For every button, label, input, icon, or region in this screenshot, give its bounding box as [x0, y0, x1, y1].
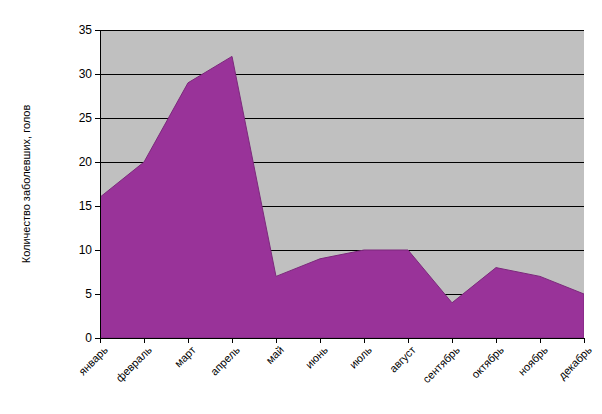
x-tick-label: декабрь: [556, 343, 594, 381]
series-group: [100, 56, 584, 338]
grid: [100, 30, 584, 338]
x-tick: февраль: [113, 338, 154, 384]
chart-root: 0 5 10 15 20 25 30 35 январьфевраль март апрель май…: [0, 0, 602, 414]
x-tick-mark: [100, 338, 101, 343]
y-tick-label: 10: [79, 243, 93, 257]
x-axis-line: [101, 338, 585, 339]
x-tick-label: июль: [347, 343, 374, 370]
y-tick-label: 35: [79, 23, 93, 37]
x-tick-mark: [144, 338, 145, 343]
x-tick-label: январь: [76, 343, 110, 377]
x-tick: ноябрь: [516, 338, 550, 378]
y-tick-mark: [95, 250, 100, 251]
y-tick-mark: [95, 162, 100, 163]
y-tick: 25: [79, 111, 100, 125]
y-tick-mark: [95, 118, 100, 119]
area: [100, 56, 584, 338]
x-axis: январьфевраль март апрель майиюнь июль август…: [76, 338, 594, 385]
y-tick-mark: [95, 338, 100, 339]
x-tick-label: март: [172, 344, 198, 370]
y-tick-mark: [95, 30, 100, 31]
x-tick-label: октябрь: [469, 343, 506, 380]
x-tick: январь: [76, 338, 110, 377]
y-tick: 30: [79, 67, 100, 81]
y-axis: 0 5 10 15 20 25 30 35: [79, 23, 101, 345]
y-tick-label: 5: [85, 287, 92, 301]
x-tick-label: апрель: [208, 343, 242, 377]
grid-line: [100, 74, 584, 75]
y-tick: 10: [79, 243, 100, 257]
y-tick-mark: [95, 206, 100, 207]
y-tick-label: 0: [85, 331, 92, 345]
x-tick-mark: [540, 338, 541, 343]
y-tick-mark: [95, 74, 100, 75]
y-axis-title: Количество заболевших, голов: [20, 105, 32, 264]
x-tick-mark: [364, 338, 365, 343]
x-tick-label: июнь: [303, 343, 330, 370]
y-tick: 35: [79, 23, 100, 37]
plot-area: 0 5 10 15 20 25 30 35 январьфевраль март апрель май…: [76, 23, 594, 385]
y-tick: 15: [79, 199, 100, 213]
x-tick: март: [172, 338, 198, 369]
y-tick-label: 15: [79, 199, 93, 213]
grid-line: [100, 30, 584, 31]
x-tick-mark: [584, 338, 585, 343]
y-tick-label: 20: [79, 155, 93, 169]
x-tick-mark: [408, 338, 409, 343]
plot-background: [100, 30, 584, 338]
y-tick: 0: [85, 331, 100, 345]
x-tick-mark: [276, 338, 277, 343]
x-tick-mark: [232, 338, 233, 343]
x-tick-label: ноябрь: [516, 343, 550, 377]
x-tick-label: сентябрь: [420, 343, 462, 385]
y-axis-line: [100, 31, 101, 339]
x-tick-mark: [496, 338, 497, 343]
x-tick-label: август: [387, 344, 418, 375]
x-tick: июнь: [303, 338, 330, 371]
x-tick: май: [263, 338, 286, 366]
y-tick-label: 30: [79, 67, 93, 81]
x-tick-mark: [188, 338, 189, 343]
x-tick: август: [387, 338, 418, 375]
x-tick: октябрь: [469, 338, 506, 380]
x-tick: сентябрь: [420, 338, 462, 385]
y-tick: 20: [79, 155, 100, 169]
x-tick: июль: [347, 338, 374, 371]
x-tick-mark: [452, 338, 453, 343]
x-tick-label: февраль: [113, 343, 154, 384]
x-tick-label: май: [263, 344, 286, 367]
y-tick-mark: [95, 294, 100, 295]
x-tick-mark: [320, 338, 321, 343]
y-tick-label: 25: [79, 111, 93, 125]
y-tick: 5: [85, 287, 100, 301]
x-tick: апрель: [208, 338, 242, 378]
x-tick: декабрь: [556, 338, 594, 382]
